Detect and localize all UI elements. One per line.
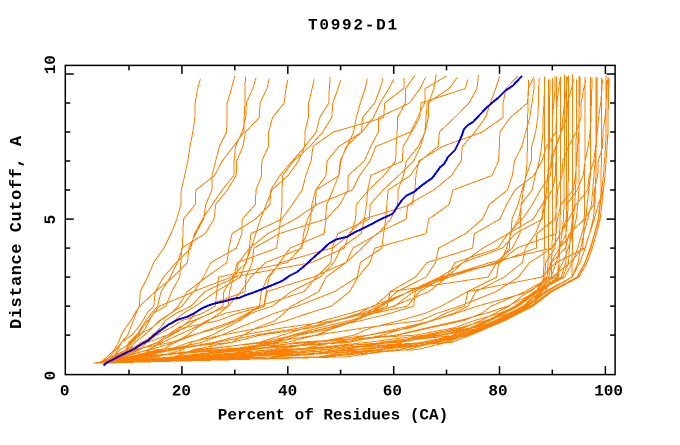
svg-text:Distance Cutoff, A: Distance Cutoff, A (8, 135, 27, 329)
svg-text:5: 5 (42, 215, 60, 225)
svg-text:0: 0 (60, 383, 70, 401)
svg-text:10: 10 (42, 55, 60, 74)
svg-text:100: 100 (594, 383, 623, 401)
svg-text:Percent of Residues (CA): Percent of Residues (CA) (218, 407, 448, 425)
svg-text:T0992-D1: T0992-D1 (308, 16, 399, 34)
svg-text:80: 80 (488, 383, 507, 401)
svg-text:60: 60 (383, 383, 402, 401)
svg-text:0: 0 (42, 371, 60, 381)
svg-text:20: 20 (172, 383, 191, 401)
svg-text:40: 40 (278, 383, 297, 401)
